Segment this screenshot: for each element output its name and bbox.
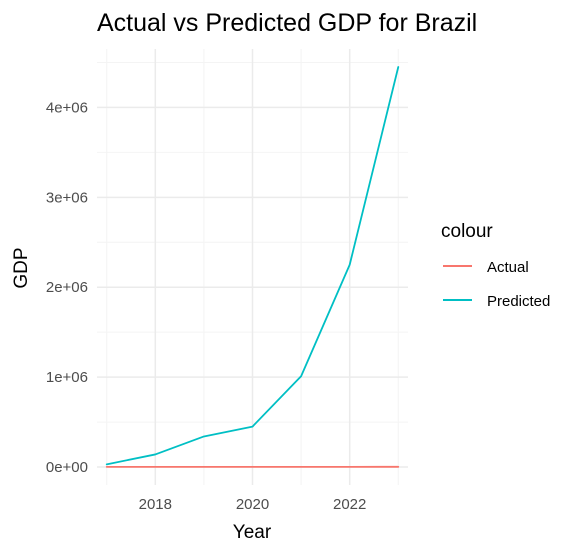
y-axis-title: GDP [11, 247, 32, 288]
grid-layer [97, 49, 408, 485]
legend-label-actual: Actual [487, 259, 529, 276]
legend-label-predicted: Predicted [487, 293, 550, 310]
x-tick-label-2: 2022 [333, 496, 366, 513]
y-tick-label-3: 3e+06 [46, 189, 88, 206]
legend-title: colour [441, 221, 493, 242]
x-axis-title: Year [233, 522, 272, 543]
y-axis: 0e+00 1e+06 2e+06 3e+06 4e+06 [46, 99, 88, 476]
x-tick-label-0: 2018 [139, 496, 172, 513]
series-layer [105, 66, 400, 468]
y-tick-label-4: 4e+06 [46, 99, 88, 116]
legend-item-predicted: Predicted [443, 293, 550, 310]
chart-title: Actual vs Predicted GDP for Brazil [97, 9, 477, 37]
series-line-predicted [105, 66, 400, 466]
y-tick-label-1: 1e+06 [46, 369, 88, 386]
legend-item-actual: Actual [443, 259, 529, 276]
legend: colour Actual Predicted [441, 221, 550, 310]
x-axis: 2018 2020 2022 [139, 496, 367, 513]
y-tick-label-0: 0e+00 [46, 459, 88, 476]
x-tick-label-1: 2020 [236, 496, 269, 513]
y-tick-label-2: 2e+06 [46, 279, 88, 296]
